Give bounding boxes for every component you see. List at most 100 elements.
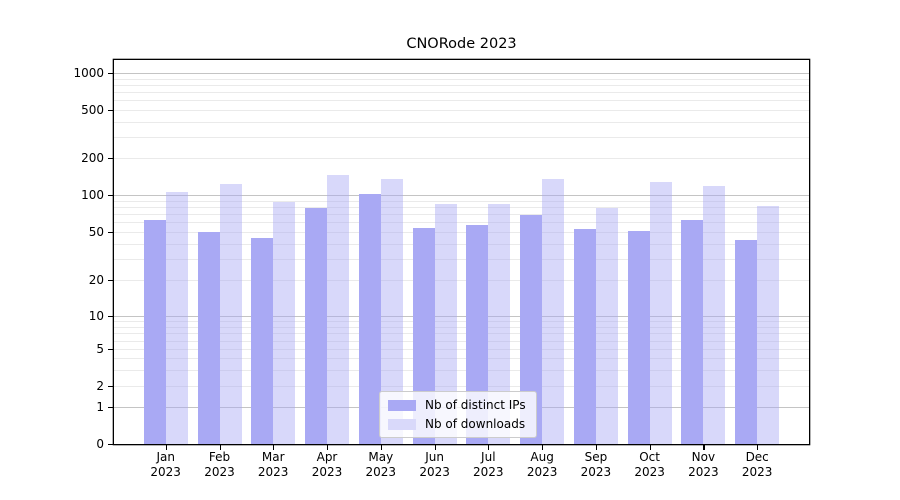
gridline-minor-60 <box>114 222 809 223</box>
x-tick-mark-oct <box>649 444 651 450</box>
bar-distinct-ips-apr <box>305 208 327 444</box>
bar-distinct-ips-aug <box>520 215 543 444</box>
x-tick-label-nov: Nov 2023 <box>688 450 719 479</box>
y-tick-label-200: 200 <box>81 151 104 166</box>
bar-downloads-dec <box>757 206 780 444</box>
bar-distinct-ips-may <box>358 194 381 444</box>
y-tick-mark-500 <box>108 110 113 112</box>
x-tick-label-oct: Oct 2023 <box>634 450 665 479</box>
y-tick-mark-5 <box>108 349 113 351</box>
x-tick-label-mar: Mar 2023 <box>257 450 289 479</box>
x-tick-label-feb: Feb 2023 <box>204 450 235 479</box>
gridline-minor-3 <box>114 369 809 371</box>
bar-downloads-sep <box>595 207 618 444</box>
legend-label-distinct-ips: Nb of distinct IPs <box>425 398 526 412</box>
y-tick-mark-0 <box>108 444 113 446</box>
bar-distinct-ips-nov <box>681 220 704 444</box>
bar-distinct-ips-dec <box>735 239 758 444</box>
bar-downloads-mar <box>273 202 296 444</box>
legend-item-downloads: Nb of downloads <box>388 417 526 431</box>
x-tick-mark-dec <box>757 444 759 450</box>
gridline-minor-300 <box>114 136 809 138</box>
bar-downloads-may <box>380 178 403 444</box>
gridline-minor-900 <box>114 78 809 80</box>
y-tick-label-20: 20 <box>88 273 104 287</box>
x-tick-mark-jun <box>434 444 436 450</box>
y-tick-label-0: 0 <box>96 437 104 451</box>
bar-distinct-ips-jul <box>466 224 489 444</box>
gridline-minor-40 <box>114 243 809 245</box>
x-tick-mark-aug <box>542 444 544 450</box>
bar-distinct-ips-jan <box>143 219 166 444</box>
y-tick-label-1: 1 <box>96 399 104 414</box>
gridline-minor-600 <box>114 100 809 102</box>
gridline-minor-30 <box>114 258 809 260</box>
x-tick-mark-may <box>380 444 382 450</box>
bar-downloads-jun <box>434 204 457 444</box>
bar-downloads-apr <box>327 175 349 444</box>
gridline-minor-4 <box>114 358 809 360</box>
gridline-minor-80 <box>114 206 809 208</box>
x-tick-mark-mar <box>273 444 275 450</box>
gridline-minor-5 <box>114 349 809 351</box>
bar-downloads-jul <box>488 204 511 444</box>
y-tick-label-500: 500 <box>81 103 104 117</box>
gridline-major-10 <box>114 316 809 317</box>
x-tick-mark-nov <box>703 444 705 450</box>
gridline-minor-8 <box>114 326 809 328</box>
x-tick-mark-sep <box>595 444 598 450</box>
gridline-minor-9 <box>114 321 809 323</box>
chart-title: CNORode 2023 <box>406 36 517 52</box>
y-tick-label-1000: 1000 <box>73 66 104 81</box>
bar-distinct-ips-feb <box>197 231 220 444</box>
legend-label-downloads: Nb of downloads <box>425 417 526 431</box>
bar-distinct-ips-sep <box>573 228 596 444</box>
gridline-minor-700 <box>114 92 809 94</box>
gridline-minor-400 <box>114 121 809 123</box>
gridline-minor-2 <box>114 385 809 387</box>
y-tick-label-2: 2 <box>96 378 104 393</box>
y-tick-mark-1 <box>108 406 113 408</box>
gridline-minor-500 <box>114 110 809 111</box>
x-tick-label-jun: Jun 2023 <box>419 450 450 479</box>
x-tick-mark-apr <box>327 444 329 450</box>
gridline-minor-7 <box>114 333 809 335</box>
bar-distinct-ips-oct <box>627 230 650 444</box>
gridline-minor-800 <box>114 85 809 87</box>
y-tick-mark-10 <box>108 316 113 318</box>
y-tick-mark-1000 <box>108 73 113 75</box>
x-tick-label-jan: Jan 2023 <box>150 450 181 479</box>
x-tick-label-may: May 2023 <box>365 450 397 479</box>
gridline-minor-90 <box>114 200 809 202</box>
bar-distinct-ips-jun <box>412 227 435 444</box>
y-tick-mark-50 <box>108 231 113 233</box>
x-tick-label-apr: Apr 2023 <box>311 450 343 479</box>
x-tick-label-dec: Dec 2023 <box>741 450 773 479</box>
y-tick-mark-2 <box>108 385 113 387</box>
bar-downloads-feb <box>219 184 242 444</box>
gridline-minor-70 <box>114 213 809 215</box>
legend-item-distinct-ips: Nb of distinct IPs <box>388 398 526 412</box>
gridline-minor-20 <box>114 280 809 281</box>
gridline-major-100 <box>114 195 809 196</box>
x-tick-mark-jul <box>488 444 490 450</box>
x-tick-mark-jan <box>165 444 167 450</box>
bar-downloads-jan <box>165 192 188 444</box>
x-tick-label-sep: Sep 2023 <box>580 450 612 479</box>
x-tick-label-jul: Jul 2023 <box>473 450 504 479</box>
y-tick-mark-20 <box>108 280 113 282</box>
y-tick-label-5: 5 <box>96 342 104 357</box>
legend-swatch-downloads-icon <box>388 418 416 430</box>
legend-swatch-distinct-ips-icon <box>388 399 416 411</box>
bar-distinct-ips-mar <box>251 238 274 444</box>
y-tick-mark-100 <box>108 195 113 197</box>
gridline-minor-6 <box>114 340 809 342</box>
y-tick-label-50: 50 <box>88 224 104 239</box>
gridline-minor-200 <box>114 158 809 160</box>
gridline-major-1000 <box>114 73 809 75</box>
x-tick-label-aug: Aug 2023 <box>526 450 558 479</box>
legend: Nb of distinct IPs Nb of downloads <box>379 391 537 438</box>
bar-downloads-aug <box>542 178 565 444</box>
y-tick-label-10: 10 <box>88 309 104 323</box>
